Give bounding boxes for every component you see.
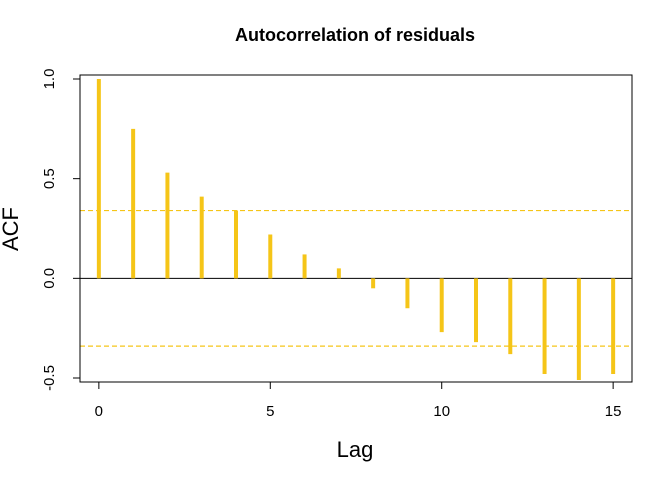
x-axis-label: Lag: [337, 437, 374, 462]
acf-bars: [96, 78, 616, 381]
y-tick-label: 0.0: [41, 268, 58, 289]
y-axis-label: ACF: [0, 207, 23, 251]
plot-frame: [79, 74, 633, 383]
x-tick-label: 10: [433, 403, 450, 420]
y-axis: -0.5 0.0 0.5 1.0: [41, 69, 81, 391]
x-tick-label: 0: [95, 403, 103, 420]
y-tick-label: 0.5: [41, 168, 58, 189]
y-tick-label: 1.0: [41, 69, 58, 90]
x-tick-label: 5: [266, 403, 274, 420]
x-axis: 0 5 10 15: [95, 381, 622, 420]
confidence-bounds: [80, 209, 632, 347]
chart-title: Autocorrelation of residuals: [235, 25, 475, 45]
x-tick-label: 15: [605, 403, 622, 420]
y-tick-label: -0.5: [41, 365, 58, 391]
